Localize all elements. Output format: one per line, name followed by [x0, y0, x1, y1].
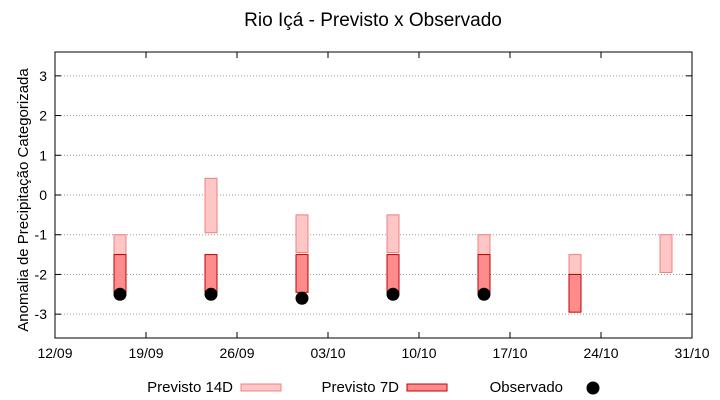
y-tick-label: 3 [39, 68, 47, 84]
previsto-14d-bar [204, 177, 218, 234]
previsto-7d-bar [477, 254, 491, 293]
ticks-layer: 3 2 1 0 -1 -2 -3 12/09 19/09 26/09 03/10 10/10 17/10… [35, 52, 710, 361]
previsto-7d-bar [204, 254, 218, 293]
observado-point [113, 287, 127, 301]
previsto-14d-bar [113, 234, 127, 256]
observado-point [386, 287, 400, 301]
previsto-14d-bar [477, 234, 491, 256]
y-axis-label: Anomalia de Precipitação Categorizada [15, 68, 32, 332]
y-tick-label: 0 [39, 187, 47, 203]
chart-title: Rio Içá - Previsto x Observado [244, 10, 502, 31]
previsto-7d-bar [386, 254, 400, 293]
x-tick-label: 26/09 [219, 345, 254, 361]
previsto-7d-bar [568, 273, 582, 313]
observado-point [204, 287, 218, 301]
y-tick-label: 2 [39, 108, 47, 124]
previsto-14d-bar [295, 214, 309, 254]
previsto-7d-bar [295, 254, 309, 293]
x-tick-label: 12/09 [37, 345, 72, 361]
previsto-14d-bar [386, 214, 400, 254]
x-tick-label: 19/09 [128, 345, 163, 361]
grid-layer [55, 75, 692, 315]
x-tick-label: 24/10 [583, 345, 618, 361]
legend: Previsto 14D Previsto 7D Observado [147, 379, 600, 396]
y-axis-label-group: Anomalia de Precipitação Categorizada [15, 68, 32, 332]
observado-point [295, 291, 309, 305]
legend-swatch-previsto-7d [406, 383, 448, 392]
legend-swatch-previsto-14d [240, 383, 282, 392]
y-tick-label: -1 [35, 227, 48, 243]
x-tick-label: 17/10 [492, 345, 527, 361]
x-tick-label: 03/10 [310, 345, 345, 361]
legend-label-observado: Observado [490, 379, 563, 396]
y-tick-label: -3 [35, 306, 48, 322]
previsto-7d-bar [113, 254, 127, 293]
legend-label-previsto-14d: Previsto 14D [147, 379, 233, 396]
y-tick-label: 1 [39, 147, 47, 163]
bars-layer [113, 177, 673, 313]
x-tick-label: 10/10 [401, 345, 436, 361]
observado-point [477, 287, 491, 301]
x-tick-label: 31/10 [674, 345, 709, 361]
previsto-14d-bar [659, 234, 673, 273]
legend-label-previsto-7d: Previsto 7D [321, 379, 399, 396]
previsto-14d-bar [568, 254, 582, 275]
y-tick-label: -2 [35, 266, 48, 282]
legend-marker-observado [586, 381, 600, 395]
